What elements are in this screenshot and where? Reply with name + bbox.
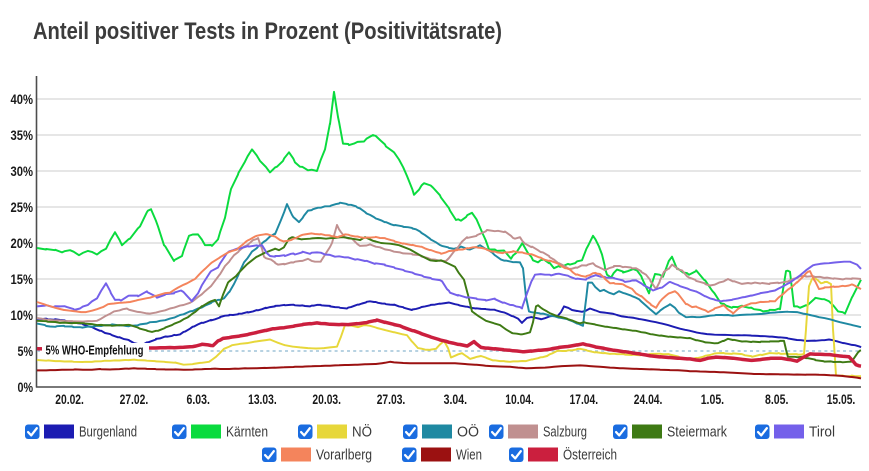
svg-text:Steiermark: Steiermark — [667, 424, 728, 440]
svg-text:15.05.: 15.05. — [827, 391, 856, 407]
svg-text:10.04.: 10.04. — [505, 391, 534, 407]
svg-text:30%: 30% — [11, 163, 34, 179]
svg-text:27.03.: 27.03. — [377, 391, 406, 407]
svg-text:Österreich: Österreich — [563, 445, 617, 463]
svg-text:20.02.: 20.02. — [55, 391, 84, 407]
svg-text:35%: 35% — [11, 127, 34, 143]
svg-text:24.04.: 24.04. — [634, 391, 663, 407]
svg-text:OÖ: OÖ — [457, 422, 479, 440]
svg-text:8.05.: 8.05. — [765, 391, 788, 407]
svg-text:15%: 15% — [11, 271, 34, 287]
svg-text:NÖ: NÖ — [352, 422, 372, 440]
svg-text:10%: 10% — [11, 307, 34, 323]
svg-text:Kärnten: Kärnten — [226, 424, 268, 440]
svg-text:1.05.: 1.05. — [701, 391, 724, 407]
svg-text:20.03.: 20.03. — [312, 391, 341, 407]
svg-text:27.02.: 27.02. — [120, 391, 149, 407]
svg-text:Vorarlberg: Vorarlberg — [316, 447, 372, 463]
svg-text:17.04.: 17.04. — [570, 391, 599, 407]
svg-text:5% WHO-Empfehlung: 5% WHO-Empfehlung — [46, 342, 144, 357]
svg-text:5%: 5% — [18, 343, 34, 359]
svg-text:Tirol: Tirol — [809, 424, 835, 440]
svg-text:13.03.: 13.03. — [248, 391, 277, 407]
svg-text:20%: 20% — [11, 235, 34, 251]
svg-text:Wien: Wien — [456, 447, 482, 463]
svg-text:Salzburg: Salzburg — [543, 424, 587, 440]
svg-text:0%: 0% — [18, 379, 34, 395]
svg-text:40%: 40% — [11, 91, 34, 107]
svg-text:3.04.: 3.04. — [444, 391, 467, 407]
svg-text:Burgenland: Burgenland — [79, 424, 137, 440]
svg-text:25%: 25% — [11, 199, 34, 215]
svg-text:Anteil positiver Tests in Proz: Anteil positiver Tests in Prozent (Posit… — [33, 18, 502, 45]
svg-text:6.03.: 6.03. — [187, 391, 210, 407]
